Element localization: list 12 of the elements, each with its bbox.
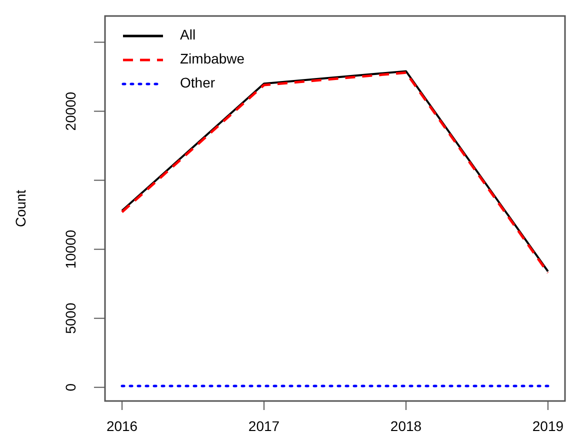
y-tick-label: 0 <box>62 383 79 392</box>
y-axis-title: Count <box>12 190 29 228</box>
legend-label: Zimbabwe <box>180 50 245 67</box>
legend-label: All <box>180 26 196 43</box>
legend-label: Other <box>180 74 216 91</box>
y-tick-label: 20000 <box>62 92 79 131</box>
x-tick-label: 2017 <box>248 418 280 434</box>
x-tick-label: 2018 <box>390 418 422 434</box>
x-tick-label: 2016 <box>106 418 138 434</box>
y-tick-label: 5000 <box>62 302 79 334</box>
x-tick-label: 2019 <box>532 418 564 434</box>
y-tick-label: 10000 <box>62 230 79 269</box>
